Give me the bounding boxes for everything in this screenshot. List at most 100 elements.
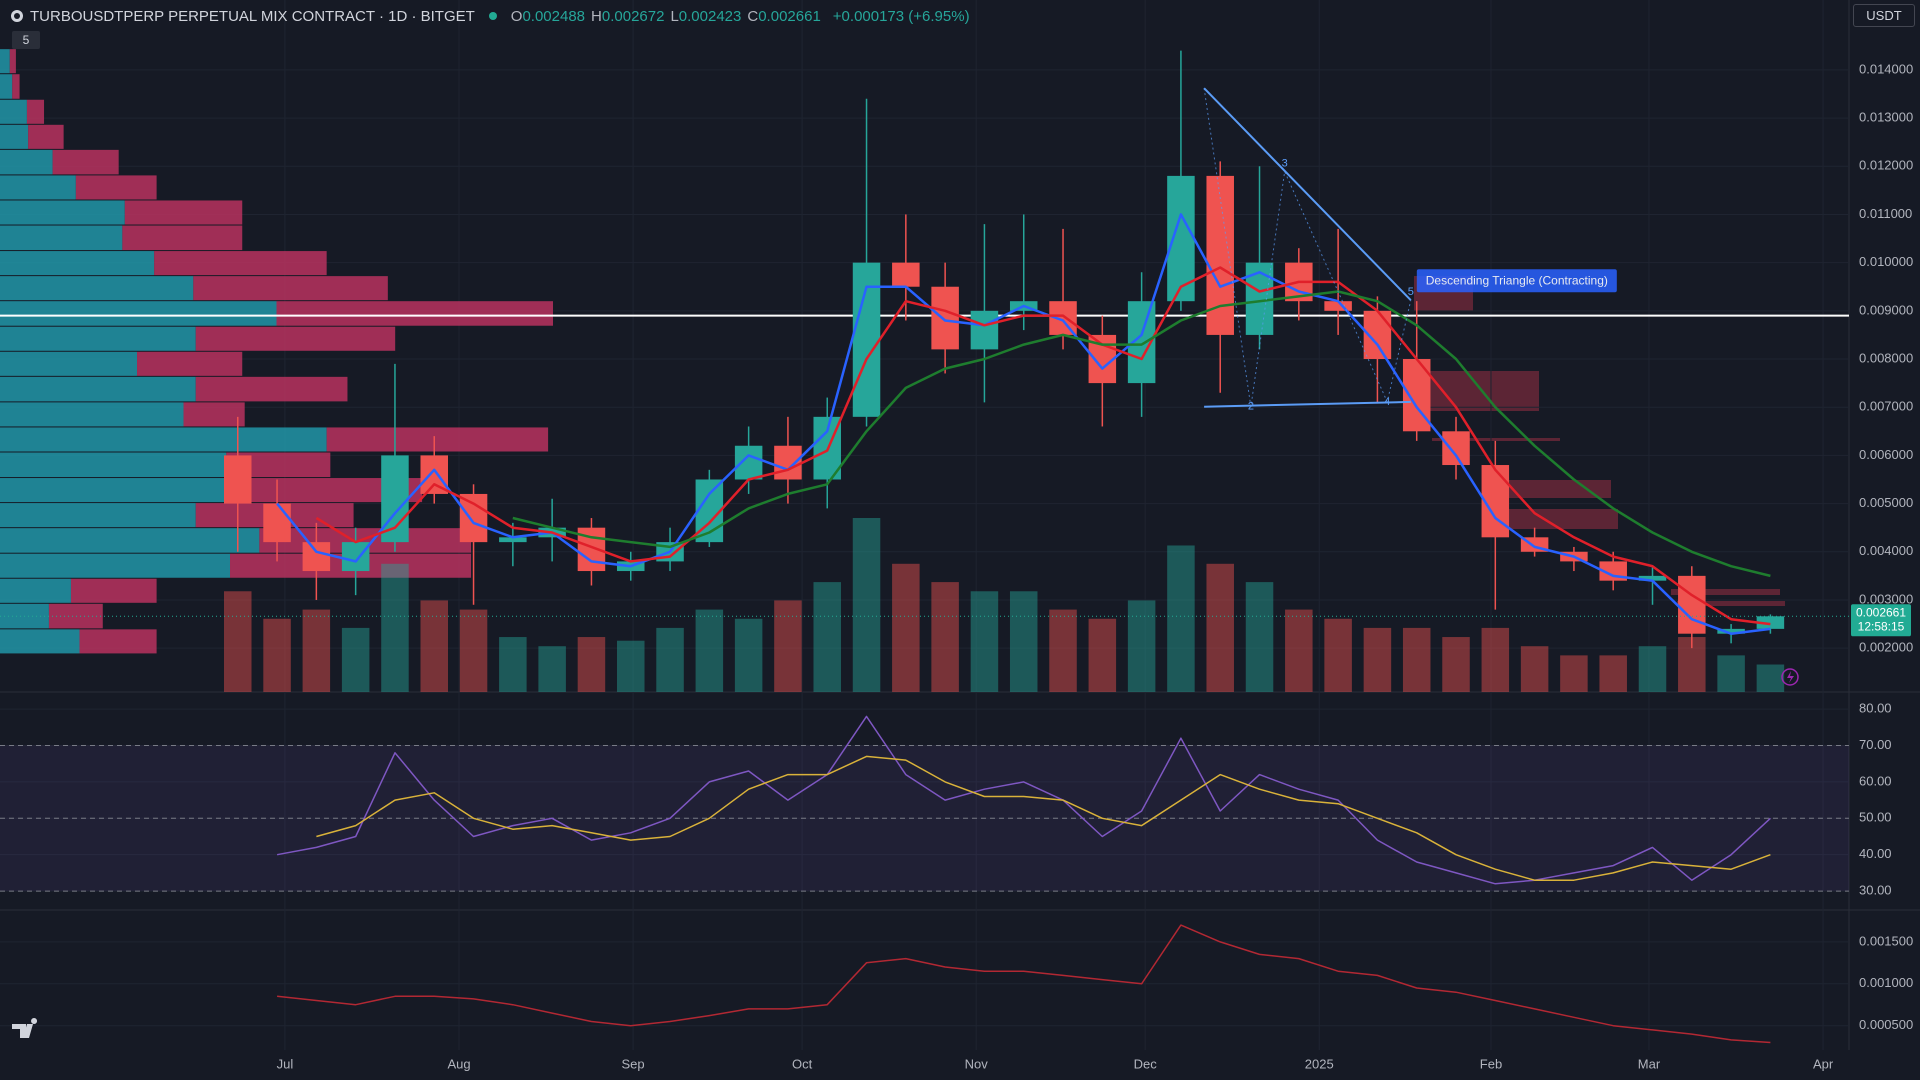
volume-bar <box>1127 600 1156 692</box>
profile-up <box>0 301 277 326</box>
y-tick-label: 0.014000 <box>1859 61 1913 76</box>
profile-up <box>0 351 138 376</box>
volume-bar <box>381 563 409 692</box>
volume-bar <box>1402 627 1431 692</box>
profile-up <box>0 251 155 276</box>
volume-bar <box>813 582 841 692</box>
y-tick-label: 0.002000 <box>1859 640 1913 655</box>
profile-down <box>326 427 549 452</box>
y-tick-label: 0.007000 <box>1859 399 1913 414</box>
ohlc-value: 0.002672 <box>601 7 665 25</box>
y-tick-label: 0.000500 <box>1859 1017 1913 1032</box>
volume-bar <box>1088 618 1117 692</box>
moving-average <box>512 290 1771 578</box>
candle-body <box>1678 575 1706 634</box>
profile-up <box>0 99 27 124</box>
alert-icon-bolt <box>1787 671 1794 683</box>
profile-up <box>0 528 260 553</box>
profile-down <box>276 301 553 326</box>
candle-body <box>302 542 331 572</box>
moving-average <box>315 266 1771 626</box>
volume-bar <box>852 518 881 692</box>
y-tick-label: 0.009000 <box>1859 302 1913 317</box>
profile-down <box>75 175 157 200</box>
profile-up <box>0 49 10 74</box>
profile-down <box>26 99 45 124</box>
profile-up <box>0 402 184 427</box>
y-tick-label: 0.001000 <box>1859 975 1913 990</box>
x-tick-label: Sep <box>622 1056 645 1071</box>
last-price-label: 0.002661 <box>1856 605 1906 619</box>
volume-bar <box>459 609 488 692</box>
profile-down <box>12 74 20 99</box>
volume-bar <box>263 618 291 692</box>
pattern-label-box <box>1416 269 1617 293</box>
volume-bar <box>224 591 252 692</box>
profile-down <box>79 629 157 654</box>
profile-up <box>0 503 196 528</box>
y-tick-label: 0.008000 <box>1859 350 1913 365</box>
pattern-point-label: 4 <box>1384 396 1390 408</box>
profile-down <box>154 251 327 276</box>
profile-down <box>52 149 119 175</box>
volume-bar <box>1756 664 1785 692</box>
alert-icon[interactable] <box>1781 668 1799 686</box>
x-tick-label: Jul <box>277 1056 294 1071</box>
candle-body <box>341 542 370 572</box>
y-tick-label: 80.00 <box>1859 701 1892 716</box>
logo[interactable] <box>12 1018 38 1038</box>
ohlc-key: H <box>591 7 602 25</box>
pattern-label: Descending Triangle (Contracting) <box>1426 273 1608 287</box>
y-tick-label: 0.003000 <box>1859 591 1913 606</box>
volume-bar <box>1049 609 1077 692</box>
series-line <box>277 924 1771 1044</box>
interval-button[interactable]: 5 <box>12 31 40 49</box>
currency-selector[interactable]: USDT <box>1853 4 1915 27</box>
profile-up <box>0 225 123 251</box>
pattern-point-label: 3 <box>1282 157 1288 169</box>
volume-bar <box>1245 582 1274 692</box>
volume-bar <box>1206 563 1234 692</box>
symbol-title[interactable]: TURBOUSDTPERP PERPETUAL MIX CONTRACT · 1… <box>30 7 475 25</box>
countdown-label: 12:58:15 <box>1858 619 1905 633</box>
candle-body <box>1324 301 1352 311</box>
volume-bar <box>656 627 684 692</box>
volume-bar <box>1363 627 1392 692</box>
profile-down <box>124 200 243 225</box>
zone <box>1432 438 1560 441</box>
header: TURBOUSDTPERP PERPETUAL MIX CONTRACT · 1… <box>10 5 976 27</box>
y-tick-label: 0.004000 <box>1859 543 1913 558</box>
ohlc-key: L <box>670 7 679 25</box>
volume-bar <box>1285 609 1313 692</box>
y-tick-label: 0.001500 <box>1859 933 1913 948</box>
profile-down <box>195 376 348 402</box>
volume-bar <box>420 600 449 692</box>
y-tick-label: 0.011000 <box>1859 206 1912 221</box>
candle-body <box>1717 628 1745 634</box>
volume-bar <box>1599 655 1627 692</box>
profile-up <box>0 175 76 200</box>
profile-down <box>48 603 103 629</box>
last-price-tag <box>1851 604 1911 637</box>
profile-down <box>193 276 388 301</box>
y-tick-label: 0.012000 <box>1859 158 1913 173</box>
volume-bar <box>1560 655 1588 692</box>
volume-bar <box>1717 655 1745 692</box>
candle-body <box>263 503 291 543</box>
candle-body <box>224 455 252 504</box>
profile-up <box>0 149 53 175</box>
profile-up <box>0 326 196 351</box>
volume-bar <box>734 618 763 692</box>
ohlc-value: 0.002661 <box>758 7 821 25</box>
volume-bar <box>1638 646 1667 692</box>
y-tick-label: 30.00 <box>1859 883 1892 898</box>
zone <box>1671 589 1780 595</box>
ohlc: O0.002488 H0.002672 L0.002423 C0.002661 <box>511 8 827 25</box>
x-tick-label: Apr <box>1813 1056 1834 1071</box>
volume-bar <box>695 609 724 692</box>
y-tick-label: 0.013000 <box>1859 110 1913 125</box>
profile-down <box>195 326 396 351</box>
profile-up <box>0 452 227 478</box>
moving-average <box>276 213 1771 635</box>
